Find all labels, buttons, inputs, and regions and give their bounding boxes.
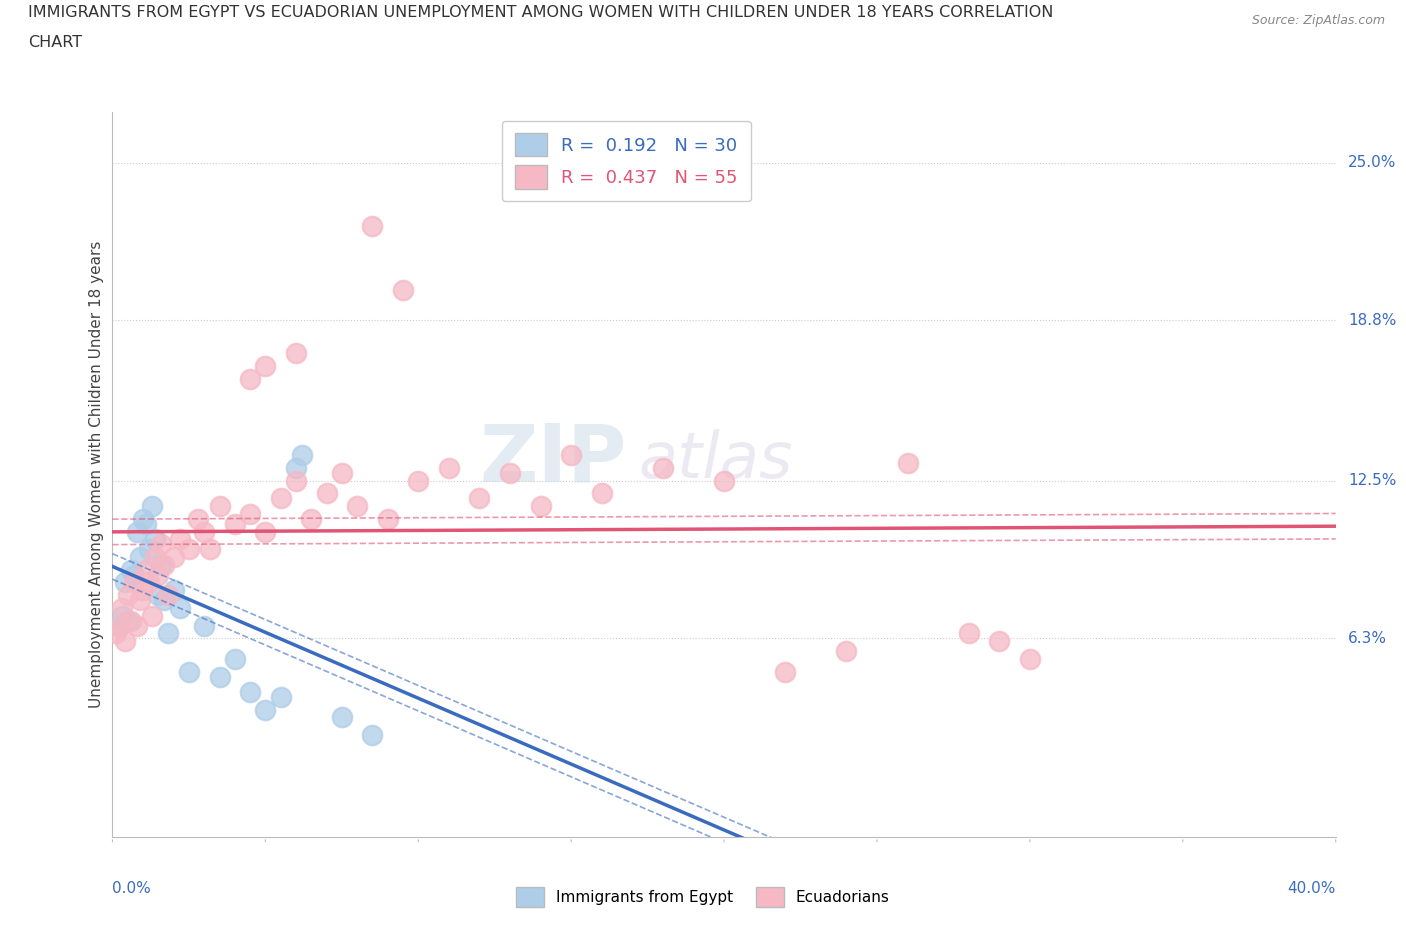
- Point: [377, 512, 399, 526]
- Point: [117, 588, 139, 603]
- Point: [132, 583, 155, 598]
- Point: [361, 219, 384, 233]
- Point: [163, 550, 186, 565]
- Point: [120, 613, 142, 628]
- Point: [193, 525, 215, 539]
- Point: [239, 371, 262, 386]
- Point: [652, 460, 675, 475]
- Point: [208, 670, 231, 684]
- Point: [122, 567, 145, 582]
- Point: [107, 618, 129, 633]
- Point: [224, 516, 246, 531]
- Text: 12.5%: 12.5%: [1348, 473, 1396, 488]
- Point: [150, 537, 173, 551]
- Point: [1018, 651, 1040, 666]
- Point: [187, 512, 209, 526]
- Point: [957, 626, 980, 641]
- Point: [153, 557, 176, 572]
- Y-axis label: Unemployment Among Women with Children Under 18 years: Unemployment Among Women with Children U…: [89, 241, 104, 708]
- Point: [208, 498, 231, 513]
- Point: [169, 601, 191, 616]
- Point: [135, 563, 157, 578]
- Point: [835, 644, 858, 658]
- Text: CHART: CHART: [28, 35, 82, 50]
- Point: [270, 689, 292, 704]
- Point: [330, 466, 353, 481]
- Point: [169, 532, 191, 547]
- Point: [143, 550, 166, 565]
- Text: 40.0%: 40.0%: [1288, 881, 1336, 896]
- Point: [138, 575, 160, 590]
- Text: 0.0%: 0.0%: [112, 881, 152, 896]
- Point: [284, 473, 308, 488]
- Point: [773, 664, 796, 679]
- Point: [148, 567, 170, 582]
- Point: [143, 532, 166, 547]
- Point: [156, 588, 179, 603]
- Point: [114, 575, 136, 590]
- Point: [392, 283, 415, 298]
- Point: [107, 618, 129, 633]
- Point: [284, 460, 308, 475]
- Point: [361, 728, 384, 743]
- Point: [138, 542, 160, 557]
- Point: [299, 512, 322, 526]
- Point: [239, 506, 262, 521]
- Legend: R =  0.192   N = 30, R =  0.437   N = 55: R = 0.192 N = 30, R = 0.437 N = 55: [502, 121, 751, 201]
- Point: [254, 525, 277, 539]
- Point: [897, 456, 920, 471]
- Point: [988, 633, 1011, 648]
- Point: [315, 486, 337, 501]
- Point: [122, 575, 145, 590]
- Point: [254, 702, 277, 717]
- Point: [468, 491, 491, 506]
- Point: [111, 608, 134, 623]
- Point: [408, 473, 430, 488]
- Point: [156, 626, 179, 641]
- Text: 6.3%: 6.3%: [1348, 631, 1386, 646]
- Point: [560, 447, 582, 462]
- Point: [163, 583, 186, 598]
- Point: [200, 542, 222, 557]
- Text: ZIP: ZIP: [479, 420, 626, 498]
- Point: [346, 498, 368, 513]
- Point: [153, 592, 176, 607]
- Point: [177, 542, 200, 557]
- Point: [529, 498, 551, 513]
- Point: [117, 613, 139, 628]
- Point: [129, 592, 152, 607]
- Point: [125, 525, 148, 539]
- Point: [150, 557, 173, 572]
- Point: [132, 512, 155, 526]
- Legend: Immigrants from Egypt, Ecuadorians: Immigrants from Egypt, Ecuadorians: [510, 882, 896, 913]
- Point: [239, 684, 262, 699]
- Point: [713, 473, 735, 488]
- Point: [499, 466, 522, 481]
- Point: [148, 588, 170, 603]
- Text: IMMIGRANTS FROM EGYPT VS ECUADORIAN UNEMPLOYMENT AMONG WOMEN WITH CHILDREN UNDER: IMMIGRANTS FROM EGYPT VS ECUADORIAN UNEM…: [28, 5, 1053, 20]
- Text: Source: ZipAtlas.com: Source: ZipAtlas.com: [1251, 14, 1385, 27]
- Point: [284, 346, 308, 361]
- Point: [291, 447, 314, 462]
- Point: [120, 563, 142, 578]
- Point: [330, 710, 353, 724]
- Point: [114, 633, 136, 648]
- Point: [111, 601, 134, 616]
- Point: [141, 498, 163, 513]
- Point: [125, 618, 148, 633]
- Point: [270, 491, 292, 506]
- Point: [254, 359, 277, 374]
- Point: [141, 608, 163, 623]
- Point: [224, 651, 246, 666]
- Point: [193, 618, 215, 633]
- Text: 25.0%: 25.0%: [1348, 155, 1396, 170]
- Point: [437, 460, 460, 475]
- Text: 18.8%: 18.8%: [1348, 312, 1396, 327]
- Text: atlas: atlas: [638, 429, 793, 491]
- Point: [129, 550, 152, 565]
- Point: [177, 664, 200, 679]
- Point: [104, 626, 127, 641]
- Point: [135, 516, 157, 531]
- Point: [591, 486, 613, 501]
